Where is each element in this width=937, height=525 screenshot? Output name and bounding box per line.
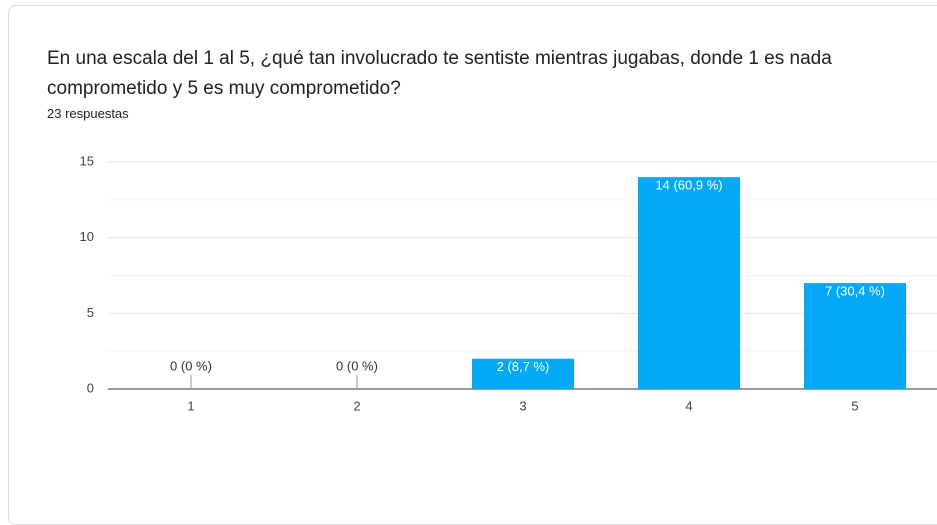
data-label: 7 (30,4 %) [825,284,885,299]
x-tick-label: 4 [685,398,692,413]
y-tick-label: 0 [87,380,94,395]
bar [472,358,574,389]
y-tick-label: 5 [87,305,94,320]
bar [804,283,906,389]
page: {"chart_data": {"type": "bar", "title": … [8,5,937,525]
x-tick-label: 3 [519,398,526,413]
data-label: 2 (8,7 %) [497,359,550,374]
bar [638,177,740,389]
data-label: 0 (0 %) [336,358,378,373]
chart-title: En una escala del 1 al 5, ¿qué tan invol… [47,48,832,99]
y-tick-label: 15 [80,153,94,168]
x-tick-label: 5 [851,398,858,413]
chart-subtitle: 23 respuestas [47,106,129,121]
data-label: 0 (0 %) [170,358,212,373]
x-tick-label: 1 [187,398,194,413]
chart: 0 5 10 15 1 0 (0 %) 2 0 (0 %) 3 2 (8,7 %) 4 14 (60,… [80,153,937,413]
data-label: 14 (60,9 %) [655,178,722,193]
x-tick-label: 2 [353,398,360,413]
y-tick-label: 10 [80,229,94,244]
